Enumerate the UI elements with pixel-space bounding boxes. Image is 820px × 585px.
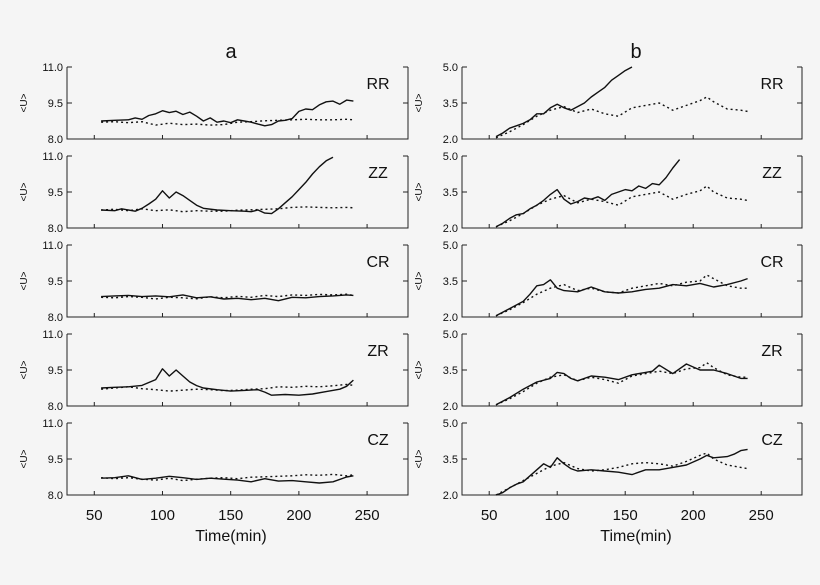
y-axis-label-b-rr: <U> bbox=[414, 93, 425, 112]
panel-label-a-zr: ZR bbox=[367, 343, 388, 360]
panel-label-b-cr: CR bbox=[760, 254, 783, 271]
panel-label-a-rr: RR bbox=[366, 76, 389, 93]
series-line-dotted-b-zz bbox=[495, 185, 748, 228]
y-axis-label-a-zr: <U> bbox=[19, 360, 30, 379]
y-axis-label-b-cz: <U> bbox=[414, 449, 425, 468]
y-tick-label-b-cz-0: 2.0 bbox=[443, 490, 458, 502]
panel-label-b-zr: ZR bbox=[761, 343, 782, 360]
y-tick-label-b-zr-2: 5.0 bbox=[443, 329, 458, 341]
x-tick-label-b-3: 200 bbox=[681, 507, 706, 524]
column-title-b: b bbox=[630, 41, 641, 63]
y-tick-label-a-zr-2: 11.0 bbox=[42, 329, 63, 341]
y-tick-label-b-cr-0: 2.0 bbox=[443, 312, 458, 324]
series-line-dotted-b-cr bbox=[495, 274, 748, 317]
series-line-solid-b-rr bbox=[495, 66, 633, 138]
y-tick-label-a-zr-0: 8.0 bbox=[48, 401, 63, 413]
series-line-solid-b-zr bbox=[495, 363, 748, 406]
y-axis-label-a-cr: <U> bbox=[19, 271, 30, 290]
y-tick-label-a-zz-1: 9.5 bbox=[48, 187, 63, 199]
x-tick-label-a-4: 250 bbox=[355, 507, 380, 524]
series-line-solid-a-cr bbox=[101, 294, 354, 302]
y-tick-label-a-zr-1: 9.5 bbox=[48, 365, 63, 377]
y-axis-label-a-rr: <U> bbox=[19, 93, 30, 112]
series-line-dotted-b-cz bbox=[495, 452, 748, 496]
series-line-dotted-b-zr bbox=[495, 362, 748, 406]
y-tick-label-a-rr-0: 8.0 bbox=[48, 134, 63, 146]
panel-label-b-rr: RR bbox=[760, 76, 783, 93]
panel-frame-a-rr bbox=[66, 67, 409, 140]
series-line-solid-a-zz bbox=[101, 156, 334, 215]
y-axis-label-b-zr: <U> bbox=[414, 360, 425, 379]
y-tick-label-a-cz-0: 8.0 bbox=[48, 490, 63, 502]
series-line-solid-b-cz bbox=[495, 448, 748, 496]
panel-label-a-zz: ZZ bbox=[368, 165, 388, 182]
panel-frame-a-zr bbox=[66, 334, 409, 407]
panel-frame-a-zz bbox=[66, 156, 409, 229]
y-tick-label-a-cr-0: 8.0 bbox=[48, 312, 63, 324]
y-tick-label-a-rr-2: 11.0 bbox=[42, 62, 63, 74]
series-line-dotted-a-rr bbox=[101, 118, 354, 126]
y-tick-label-b-zz-1: 3.5 bbox=[443, 187, 458, 199]
panel-frame-a-cz bbox=[66, 423, 409, 496]
y-axis-label-b-zz: <U> bbox=[414, 182, 425, 201]
y-tick-label-b-zz-2: 5.0 bbox=[443, 151, 458, 163]
y-tick-label-b-rr-2: 5.0 bbox=[443, 62, 458, 74]
series-line-dotted-a-cr bbox=[101, 293, 354, 300]
column-title-a: a bbox=[225, 41, 237, 63]
panel-frame-b-rr bbox=[461, 67, 803, 140]
y-tick-label-a-zz-0: 8.0 bbox=[48, 223, 63, 235]
x-tick-label-b-4: 250 bbox=[749, 507, 774, 524]
x-tick-label-a-3: 200 bbox=[286, 507, 311, 524]
y-tick-label-a-cz-2: 11.0 bbox=[42, 418, 63, 430]
y-tick-label-b-zr-0: 2.0 bbox=[443, 401, 458, 413]
y-tick-label-b-zz-0: 2.0 bbox=[443, 223, 458, 235]
x-tick-label-a-1: 100 bbox=[150, 507, 175, 524]
series-line-solid-a-rr bbox=[101, 99, 354, 127]
y-axis-label-a-cz: <U> bbox=[19, 449, 30, 468]
y-tick-label-a-cz-1: 9.5 bbox=[48, 454, 63, 466]
y-tick-label-a-zz-2: 11.0 bbox=[42, 151, 63, 163]
x-tick-label-a-0: 50 bbox=[86, 507, 103, 524]
x-tick-label-b-0: 50 bbox=[481, 507, 498, 524]
y-tick-label-b-rr-1: 3.5 bbox=[443, 98, 458, 110]
y-tick-label-a-cr-2: 11.0 bbox=[42, 240, 63, 252]
y-tick-label-a-cr-1: 9.5 bbox=[48, 276, 63, 288]
y-axis-label-b-cr: <U> bbox=[414, 271, 425, 290]
x-tick-label-a-2: 150 bbox=[218, 507, 243, 524]
y-tick-label-b-cz-1: 3.5 bbox=[443, 454, 458, 466]
y-tick-label-b-cz-2: 5.0 bbox=[443, 418, 458, 430]
series-line-dotted-a-cz bbox=[101, 473, 354, 482]
series-line-solid-a-zr bbox=[101, 368, 354, 396]
x-axis-label-b: Time(min) bbox=[600, 528, 671, 545]
y-tick-label-b-cr-2: 5.0 bbox=[443, 240, 458, 252]
series-line-solid-a-cz bbox=[101, 475, 354, 484]
panel-label-a-cr: CR bbox=[366, 254, 389, 271]
y-tick-label-b-cr-1: 3.5 bbox=[443, 276, 458, 288]
y-tick-label-a-rr-1: 9.5 bbox=[48, 98, 63, 110]
series-line-solid-b-cr bbox=[495, 277, 748, 317]
series-line-dotted-b-rr bbox=[495, 96, 748, 139]
series-line-solid-b-zz bbox=[495, 159, 681, 228]
y-axis-label-a-zz: <U> bbox=[19, 182, 30, 201]
x-axis-label-a: Time(min) bbox=[195, 528, 266, 545]
x-tick-label-b-2: 150 bbox=[613, 507, 638, 524]
series-line-dotted-a-zz bbox=[101, 206, 354, 213]
panel-label-a-cz: CZ bbox=[367, 432, 389, 449]
panel-label-b-cz: CZ bbox=[761, 432, 783, 449]
panel-frame-b-cz bbox=[461, 423, 803, 496]
y-tick-label-b-rr-0: 2.0 bbox=[443, 134, 458, 146]
series-line-dotted-a-zr bbox=[101, 383, 354, 392]
y-tick-label-b-zr-1: 3.5 bbox=[443, 365, 458, 377]
panel-label-b-zz: ZZ bbox=[762, 165, 782, 182]
panel-frame-a-cr bbox=[66, 245, 409, 318]
x-tick-label-b-1: 100 bbox=[545, 507, 570, 524]
